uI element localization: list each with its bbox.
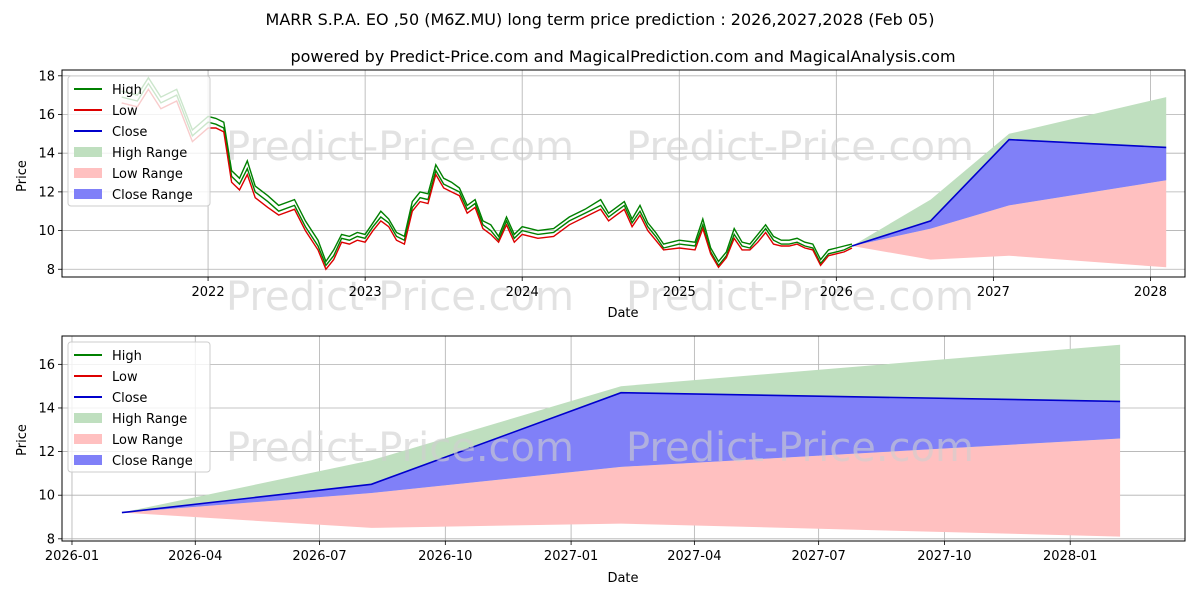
legend: High Low Close High Range Low Range Close Ran… <box>67 75 211 207</box>
y-tick-label: 18 <box>38 69 55 84</box>
x-tick-label: 2023 <box>349 285 382 300</box>
legend-high-range-swatch <box>74 147 102 157</box>
y-tick-label: 8 <box>47 532 55 547</box>
y-tick-label: 14 <box>38 401 55 416</box>
x-axis-label: Date <box>607 306 638 321</box>
legend-high-label: High <box>112 83 142 98</box>
x-tick-label: 2027-10 <box>917 549 971 564</box>
legend-close-range-swatch <box>74 189 102 199</box>
x-tick-label: 2022 <box>192 285 225 300</box>
y-axis-label: Price <box>15 424 30 456</box>
close-forecast-line <box>121 391 1121 514</box>
low-range-area <box>121 438 1121 537</box>
x-tick-label: 2028 <box>1134 285 1167 300</box>
legend-box <box>67 341 211 473</box>
close-range-area <box>121 392 1121 513</box>
legend-close-range-swatch <box>74 455 102 465</box>
legend-box <box>67 75 211 207</box>
legend-low-range-label: Low Range <box>112 433 183 448</box>
y-tick-label: 16 <box>38 108 55 123</box>
chart-subtitle: powered by Predict-Price.com and Magical… <box>290 47 955 66</box>
y-tick-label: 10 <box>38 489 55 504</box>
x-tick-label: 2026-04 <box>168 549 222 564</box>
x-tick-label: 2026-07 <box>292 549 346 564</box>
watermark-text: Predict-Price.com <box>226 274 574 320</box>
legend-low-label: Low <box>112 104 138 119</box>
plot-frame <box>61 335 1186 542</box>
plot-frame <box>61 69 1186 278</box>
y-tick-label: 10 <box>38 224 55 239</box>
x-tick-label: 2027-07 <box>791 549 845 564</box>
bottom-chart-panel: Predict-Price.com Predict-Price.com 2026… <box>15 335 1186 586</box>
legend-close-range-label: Close Range <box>112 188 193 203</box>
legend-low-range-swatch <box>74 434 102 444</box>
legend-high-label: High <box>112 349 142 364</box>
x-tick-label: 2026 <box>820 285 853 300</box>
close-history-line <box>121 82 853 267</box>
low-series-line <box>121 87 853 271</box>
watermark-text: Predict-Price.com <box>226 425 574 471</box>
x-tick-label: 2027 <box>977 285 1010 300</box>
x-tick-label: 2026-01 <box>45 549 99 564</box>
watermark-text: Predict-Price.com <box>226 124 574 170</box>
x-axis-label: Date <box>607 571 638 586</box>
close-range-area <box>852 139 1167 246</box>
y-tick-label: 8 <box>47 263 55 278</box>
low-range-area <box>852 180 1167 268</box>
y-axis-label: Price <box>15 160 30 192</box>
x-tick-label: 2027-04 <box>667 549 721 564</box>
legend-low-range-label: Low Range <box>112 167 183 182</box>
x-tick-label: 2026-10 <box>418 549 472 564</box>
x-tick-label: 2025 <box>663 285 696 300</box>
legend-high-range-swatch <box>74 413 102 423</box>
y-tick-label: 12 <box>38 445 55 460</box>
chart-title: MARR S.P.A. EO ,50 (M6Z.MU) long term pr… <box>266 10 935 29</box>
top-chart-panel: Predict-Price.com Predict-Price.com Pred… <box>15 69 1186 321</box>
legend: High Low Close High Range Low Range Close Ran… <box>67 341 211 473</box>
legend-high-range-label: High Range <box>112 146 187 161</box>
y-tick-label: 12 <box>38 185 55 200</box>
legend-low-range-swatch <box>74 168 102 178</box>
x-tick-label: 2024 <box>506 285 539 300</box>
legend-close-label: Close <box>112 391 147 406</box>
legend-high-range-label: High Range <box>112 412 187 427</box>
x-tick-label: 2028-01 <box>1043 549 1097 564</box>
watermark-text: Predict-Price.com <box>626 425 974 471</box>
legend-close-range-label: Close Range <box>112 454 193 469</box>
watermark-text: Predict-Price.com <box>626 274 974 320</box>
y-tick-label: 14 <box>38 147 55 162</box>
legend-close-label: Close <box>112 125 147 140</box>
high-series-line <box>121 76 853 264</box>
watermark-text: Predict-Price.com <box>626 124 974 170</box>
close-forecast-line <box>851 138 1167 247</box>
legend-low-label: Low <box>112 370 138 385</box>
y-tick-label: 16 <box>38 358 55 373</box>
x-tick-label: 2027-01 <box>544 549 598 564</box>
